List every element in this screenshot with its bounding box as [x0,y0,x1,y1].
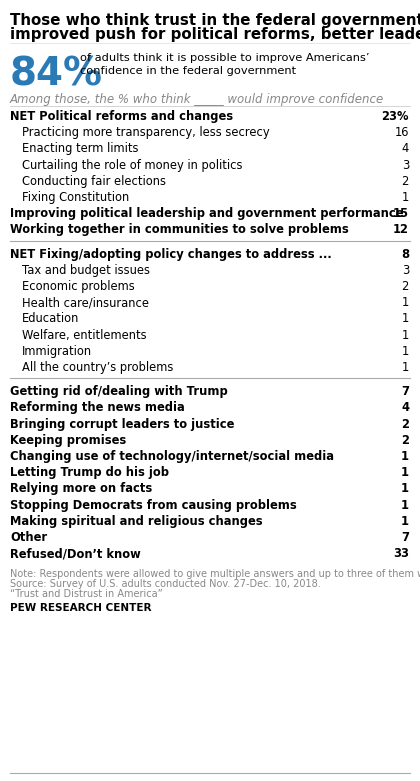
Text: 1: 1 [401,450,409,463]
Text: Keeping promises: Keeping promises [10,433,126,447]
Text: 1: 1 [401,483,409,495]
Text: Relying more on facts: Relying more on facts [10,483,152,495]
Text: 1: 1 [402,329,409,341]
Text: 2: 2 [402,175,409,187]
Text: Improving political leadership and government performance: Improving political leadership and gover… [10,207,404,220]
Text: 1: 1 [401,515,409,528]
Text: Note: Respondents were allowed to give multiple answers and up to three of them : Note: Respondents were allowed to give m… [10,569,420,580]
Text: “Trust and Distrust in America”: “Trust and Distrust in America” [10,590,163,599]
Text: Making spiritual and religious changes: Making spiritual and religious changes [10,515,262,528]
Text: Practicing more transparency, less secrecy: Practicing more transparency, less secre… [22,127,270,139]
Text: 1: 1 [402,312,409,326]
Text: Getting rid of/dealing with Trump: Getting rid of/dealing with Trump [10,385,228,398]
Text: 4: 4 [402,142,409,155]
Text: Other: Other [10,531,47,544]
Text: 3: 3 [402,159,409,172]
Text: PEW RESEARCH CENTER: PEW RESEARCH CENTER [10,604,152,613]
Text: 12: 12 [393,223,409,237]
Text: 33: 33 [393,547,409,560]
Text: Letting Trump do his job: Letting Trump do his job [10,466,169,480]
Text: 1: 1 [402,191,409,204]
Text: 2: 2 [401,433,409,447]
Text: 16: 16 [394,127,409,139]
Text: Enacting term limits: Enacting term limits [22,142,139,155]
Text: All the country’s problems: All the country’s problems [22,361,173,374]
Text: Refused/Don’t know: Refused/Don’t know [10,547,141,560]
Text: Among those, the % who think _____ would improve confidence: Among those, the % who think _____ would… [10,93,384,106]
Text: 23%: 23% [381,110,409,123]
Text: NET Fixing/adopting policy changes to address ...: NET Fixing/adopting policy changes to ad… [10,248,332,261]
Text: Stopping Democrats from causing problems: Stopping Democrats from causing problems [10,498,297,512]
Text: Health care/insurance: Health care/insurance [22,296,149,309]
Text: NET Political reforms and changes: NET Political reforms and changes [10,110,233,123]
Text: 1: 1 [401,498,409,512]
Text: Those who think trust in the federal government can be: Those who think trust in the federal gov… [10,13,420,28]
Text: 3: 3 [402,264,409,276]
Text: Source: Survey of U.S. adults conducted Nov. 27-Dec. 10, 2018.: Source: Survey of U.S. adults conducted … [10,580,321,590]
Text: Conducting fair elections: Conducting fair elections [22,175,166,187]
Text: 84%: 84% [10,55,103,93]
Text: of adults think it is possible to improve Americans’
confidence in the federal g: of adults think it is possible to improv… [80,53,370,77]
Text: Bringing corrupt leaders to justice: Bringing corrupt leaders to justice [10,418,234,430]
Text: 15: 15 [393,207,409,220]
Text: Working together in communities to solve problems: Working together in communities to solve… [10,223,349,237]
Text: Fixing Constitution: Fixing Constitution [22,191,129,204]
Text: 1: 1 [402,361,409,374]
Text: Reforming the news media: Reforming the news media [10,401,185,415]
Text: Curtailing the role of money in politics: Curtailing the role of money in politics [22,159,242,172]
Text: 1: 1 [401,466,409,480]
Text: Economic problems: Economic problems [22,280,135,293]
Text: Welfare, entitlements: Welfare, entitlements [22,329,147,341]
Text: 1: 1 [402,296,409,309]
Text: 7: 7 [401,531,409,544]
Text: 7: 7 [401,385,409,398]
Text: Tax and budget issues: Tax and budget issues [22,264,150,276]
Text: 8: 8 [401,248,409,261]
Text: Education: Education [22,312,79,326]
Text: 2: 2 [401,418,409,430]
Text: 2: 2 [402,280,409,293]
Text: Changing use of technology/internet/social media: Changing use of technology/internet/soci… [10,450,334,463]
Text: improved push for political reforms, better leadership: improved push for political reforms, bet… [10,27,420,42]
Text: 4: 4 [401,401,409,415]
Text: Immigration: Immigration [22,344,92,358]
Text: 1: 1 [402,344,409,358]
